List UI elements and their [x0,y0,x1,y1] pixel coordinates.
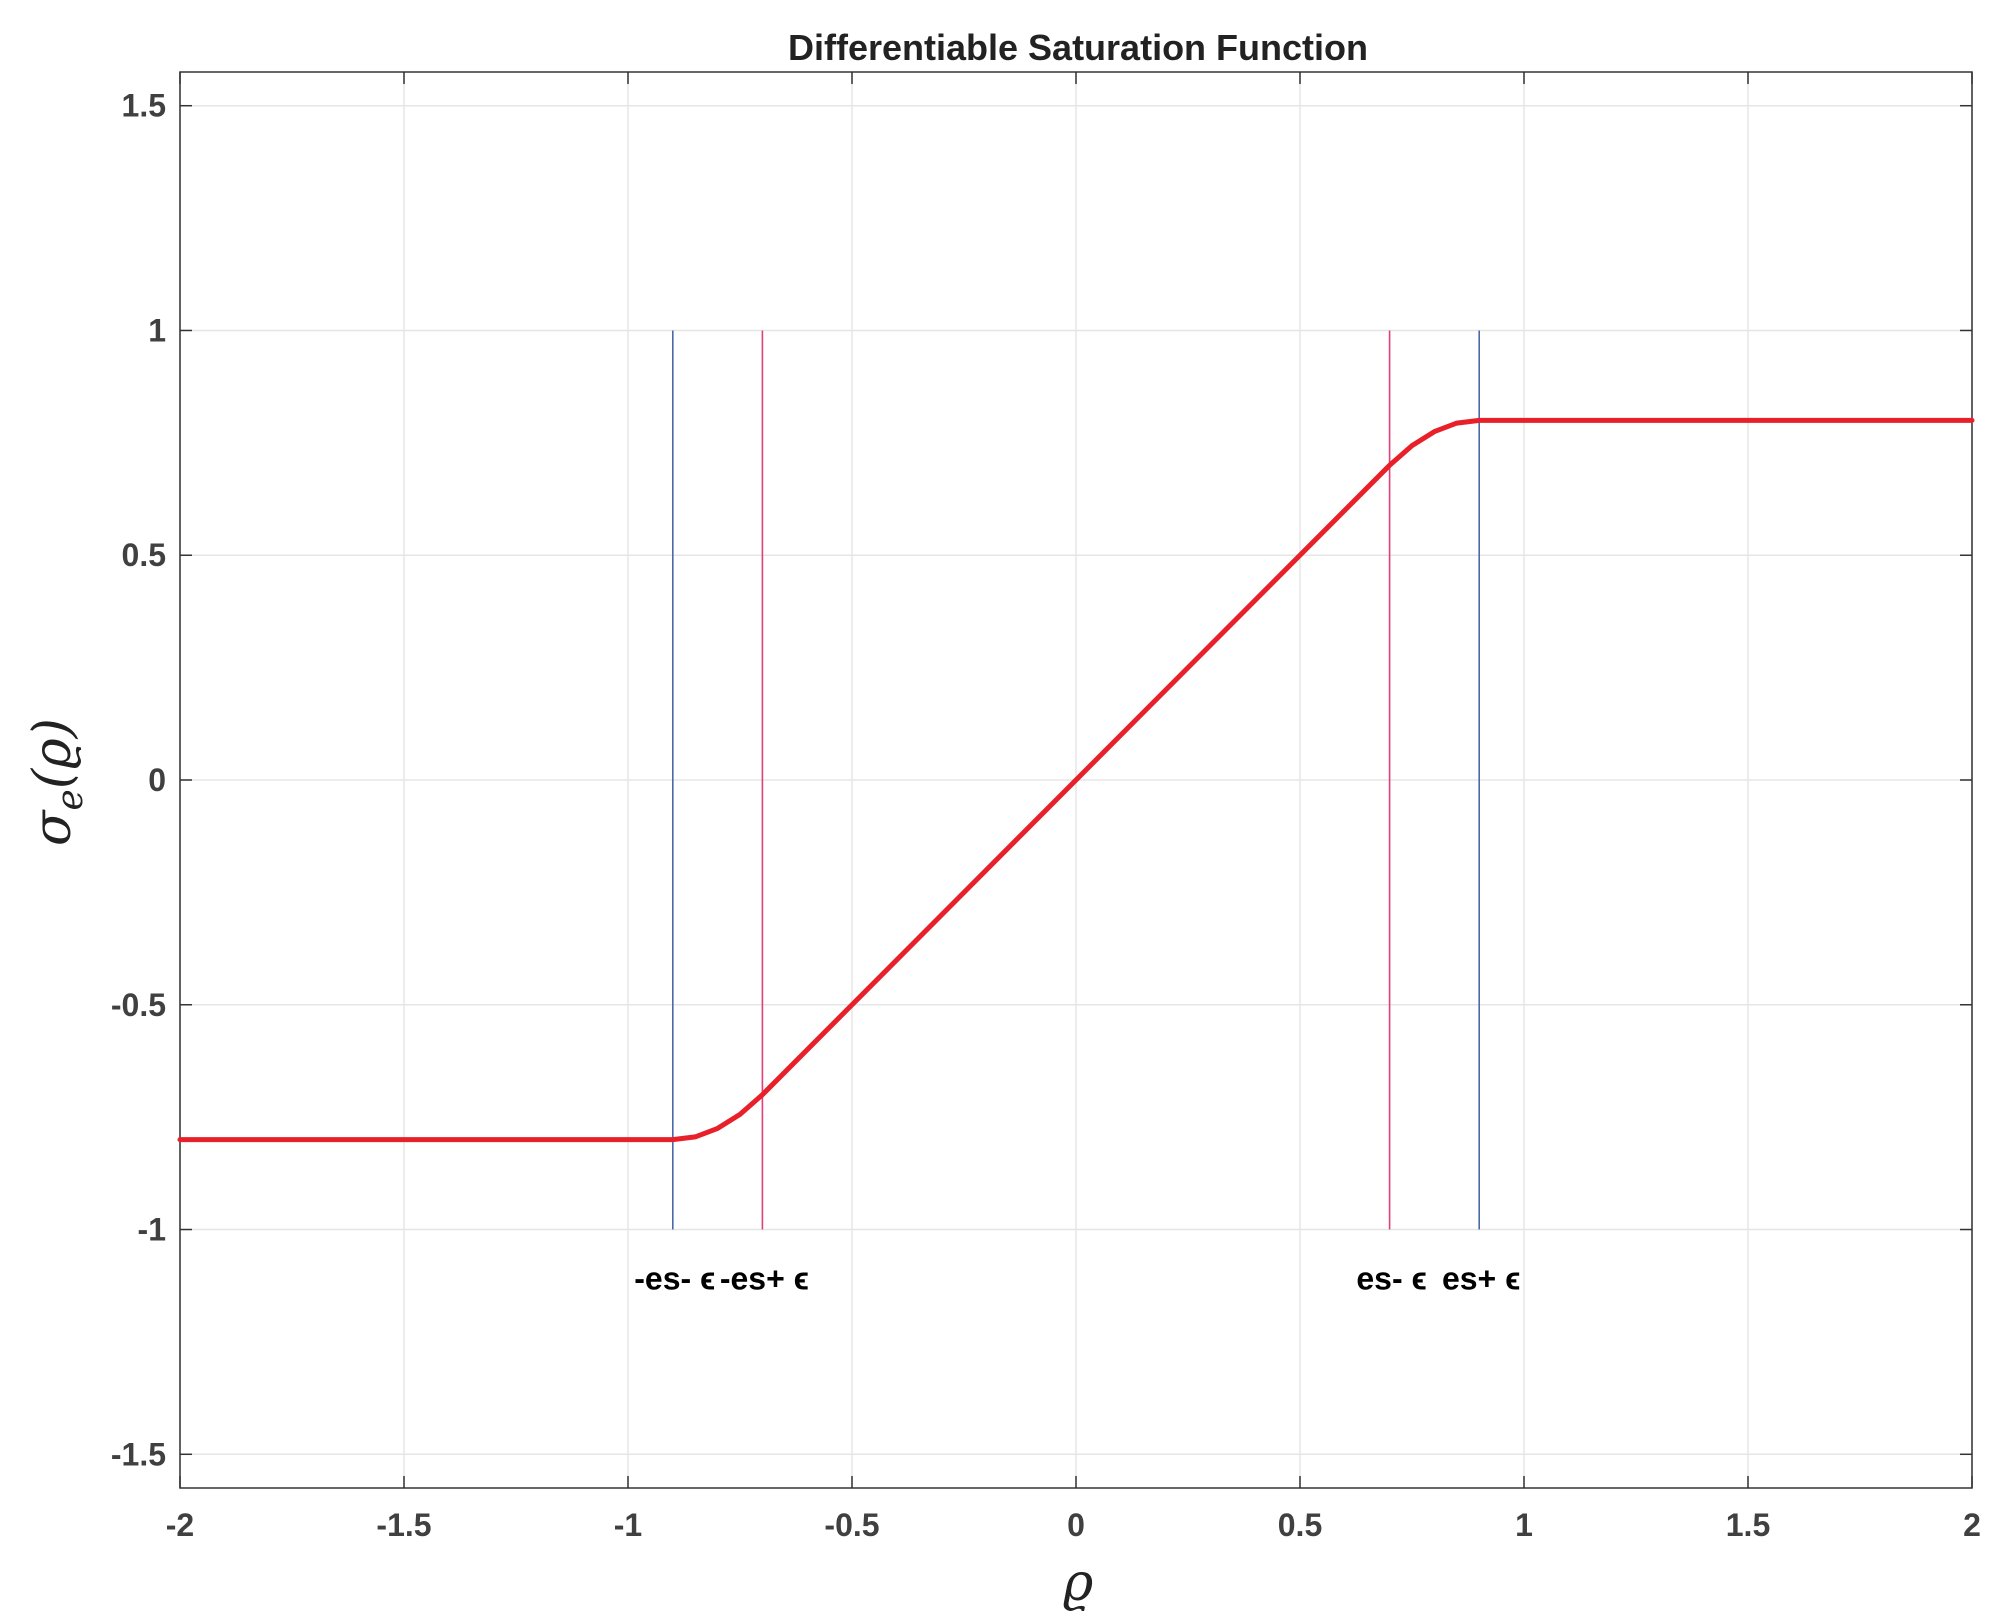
marker-label: es+ ϵ [1442,1261,1520,1297]
marker-label: es- ϵ [1356,1261,1426,1297]
y-tick-label: -0.5 [111,987,166,1023]
marker-label: -es- ϵ [634,1261,715,1297]
y-axis-label-subscript: e [50,789,91,810]
y-tick-label: 0 [148,762,166,798]
x-tick-label: -2 [166,1507,194,1543]
y-tick-label: 1 [148,312,166,348]
y-axis-label-argument: (ϱ) [23,718,83,789]
x-tick-label: 1.5 [1726,1507,1770,1543]
series [177,417,1975,1143]
x-tick-label: -1 [614,1507,642,1543]
y-tick-label: -1 [138,1212,166,1248]
x-tick-label: -0.5 [824,1507,879,1543]
saturation-curve [177,417,1975,1143]
marker-lines [671,330,1480,1230]
x-axis-label: ϱ [1063,1553,1094,1613]
x-tick-label: 0 [1067,1507,1085,1543]
y-axis-label-sigma: σ [23,809,83,846]
ticks: -2 -1.5 -1 -0.5 0 0.5 1 1.5 2-1.5-1-0.500.511.5 [111,72,1981,1543]
x-tick-label: 2 [1963,1507,1981,1543]
marker-label: -es+ ϵ [720,1261,809,1297]
marker-annotations: -es- ϵ -es+ ϵ es- ϵ es+ ϵ [634,1261,1520,1297]
x-tick-label: -1.5 [376,1507,431,1543]
y-axis-label: σe(ϱ) [23,718,91,846]
y-tick-label: -1.5 [111,1436,166,1472]
x-tick-label: 0.5 [1278,1507,1322,1543]
y-tick-label: 1.5 [122,88,166,124]
x-tick-label: 1 [1515,1507,1533,1543]
chart-title: Differentiable Saturation Function [788,27,1368,68]
y-tick-label: 0.5 [122,537,166,573]
